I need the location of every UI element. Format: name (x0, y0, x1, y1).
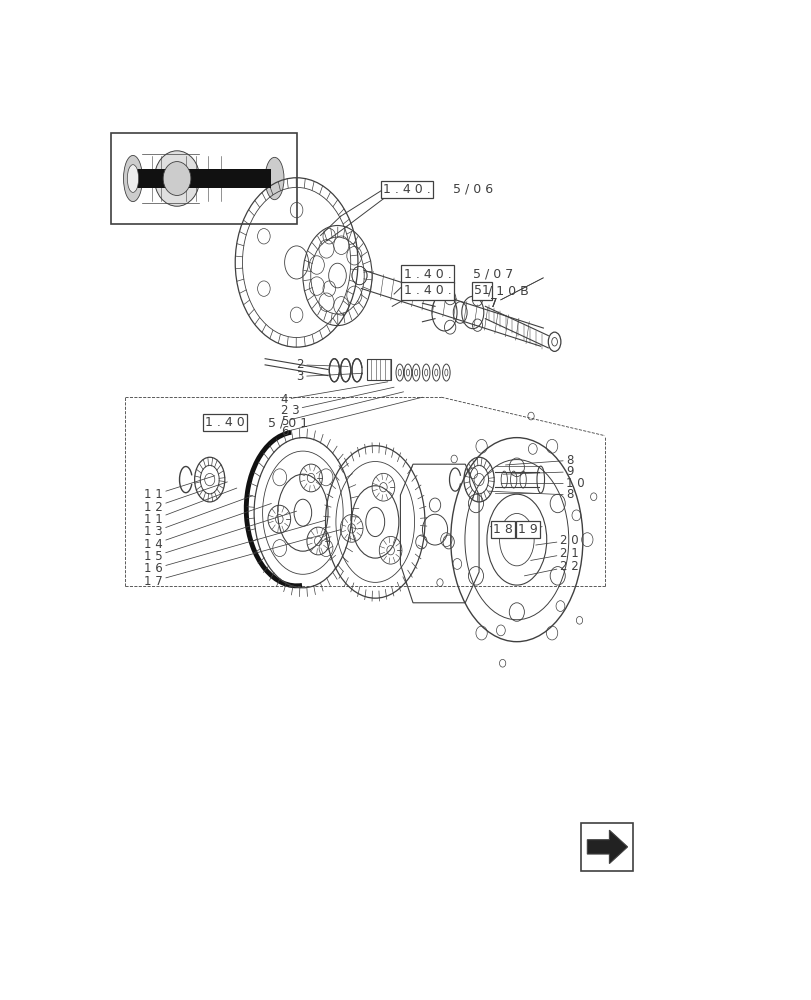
Text: 1 9: 1 9 (517, 523, 538, 536)
Text: 1 1: 1 1 (144, 476, 214, 501)
Text: 1 . 4 0 .: 1 . 4 0 . (383, 183, 431, 196)
Text: 5 / 0 1: 5 / 0 1 (268, 416, 308, 429)
Text: 5 / 0 7: 5 / 0 7 (472, 267, 513, 280)
Text: 4: 4 (281, 382, 388, 406)
Text: 1 . 4 0 .: 1 . 4 0 . (403, 284, 451, 297)
Text: 9: 9 (502, 465, 573, 478)
Polygon shape (586, 830, 627, 864)
Text: 2 3: 2 3 (281, 387, 393, 417)
Text: 1 2: 1 2 (144, 482, 227, 514)
Text: 1 5: 1 5 (144, 511, 296, 563)
Text: 1 6: 1 6 (144, 520, 324, 575)
Text: 2 1: 2 1 (530, 547, 577, 560)
Text: 51: 51 (474, 284, 489, 297)
Text: 2 2: 2 2 (524, 560, 577, 576)
Text: 1 . 4 0: 1 . 4 0 (205, 416, 245, 429)
Text: 8: 8 (488, 488, 573, 501)
Bar (367, 359, 391, 380)
Text: 8: 8 (505, 454, 573, 467)
Text: 6: 6 (281, 397, 422, 438)
Bar (581, 823, 632, 871)
Text: 1 8: 1 8 (492, 523, 513, 536)
Text: 1 7: 1 7 (144, 530, 341, 588)
Text: 5: 5 (281, 392, 403, 428)
Text: / 1 0 B: / 1 0 B (487, 284, 528, 297)
Ellipse shape (163, 162, 191, 195)
Text: 1 0: 1 0 (500, 477, 584, 490)
Text: 1 4: 1 4 (144, 503, 271, 551)
Text: 5 / 0 6: 5 / 0 6 (452, 183, 492, 196)
Ellipse shape (154, 151, 200, 206)
Bar (111, 133, 296, 224)
Ellipse shape (123, 155, 142, 202)
Bar (136, 169, 271, 188)
Text: 1 . 4 0 .: 1 . 4 0 . (403, 267, 451, 280)
Ellipse shape (127, 165, 139, 192)
Text: 1 3: 1 3 (144, 496, 252, 538)
Text: 2 0: 2 0 (535, 534, 577, 547)
Text: 1 1: 1 1 (144, 488, 237, 526)
Text: 7: 7 (490, 278, 543, 310)
Text: 7: 7 (490, 278, 543, 310)
Text: 3: 3 (296, 370, 363, 383)
Ellipse shape (264, 157, 284, 200)
Text: 2: 2 (296, 358, 348, 371)
